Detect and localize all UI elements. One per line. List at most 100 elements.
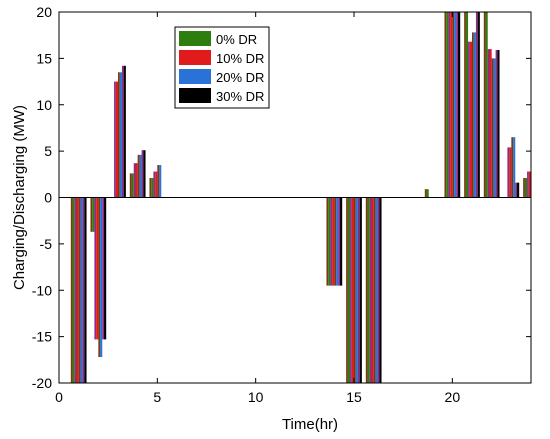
- bar-shadow: [511, 137, 514, 198]
- legend: 0% DR 10% DR 20% DR 30% DR: [174, 26, 270, 109]
- bar: [143, 150, 146, 198]
- bar-shadow: [373, 197, 376, 383]
- legend-swatch: [179, 31, 211, 46]
- bar: [485, 12, 488, 198]
- bar: [371, 197, 374, 383]
- bar: [517, 182, 520, 198]
- y-tick-label: -20: [32, 375, 52, 391]
- bar-shadow: [334, 197, 337, 286]
- bar-shadow: [121, 65, 124, 198]
- bar-shadow: [94, 197, 97, 340]
- y-axis-title: Charging/Discharging (MW): [11, 105, 28, 290]
- bar-shadow: [114, 81, 116, 198]
- bar-shadow: [118, 72, 120, 198]
- y-tick-label: -10: [32, 282, 52, 298]
- bar-shadow: [491, 58, 494, 198]
- bar: [139, 154, 142, 198]
- bar-shadow: [424, 189, 427, 198]
- bar: [473, 32, 476, 198]
- bar: [367, 197, 370, 383]
- y-tick-label: 5: [44, 143, 52, 159]
- bar-shadow: [369, 197, 372, 383]
- bar: [458, 12, 461, 198]
- bar: [465, 12, 469, 198]
- bars-group: [70, 12, 531, 383]
- bar-shadow: [326, 197, 329, 286]
- bar: [351, 197, 354, 383]
- bar: [513, 137, 516, 198]
- bar-shadow: [444, 12, 447, 198]
- bar: [328, 197, 331, 286]
- bar-shadow: [483, 12, 486, 198]
- y-tick-label: 20: [36, 4, 52, 20]
- y-tick-label: 0: [44, 190, 52, 206]
- y-tick-label: -5: [40, 236, 53, 252]
- bar-shadow: [495, 50, 498, 198]
- bar: [347, 197, 351, 383]
- bar-shadow: [357, 197, 360, 383]
- bar-shadow: [70, 197, 73, 383]
- bar: [489, 49, 492, 198]
- bar-shadow: [78, 197, 81, 383]
- bar: [72, 197, 75, 383]
- bar: [454, 12, 457, 198]
- bar-shadow: [475, 12, 478, 198]
- bar: [115, 81, 118, 198]
- bar: [336, 197, 339, 286]
- bar: [76, 197, 79, 383]
- bar: [379, 197, 382, 383]
- legend-label: 30% DR: [216, 89, 264, 104]
- bar-shadow: [129, 173, 132, 198]
- bar-shadow: [338, 197, 341, 286]
- bar-shadow: [487, 49, 490, 198]
- bar-shadow: [448, 12, 451, 198]
- bar-shadow: [527, 171, 529, 198]
- bar: [92, 197, 95, 232]
- bar-shadow: [82, 197, 85, 383]
- bar: [477, 12, 480, 198]
- bar: [159, 165, 162, 198]
- bar-shadow: [346, 197, 348, 383]
- ticks-group: 0 5 10 15 20 -20 -15 -10 -5 0 5 10 15 20: [32, 4, 531, 405]
- bar: [469, 41, 472, 198]
- bar-shadow: [464, 12, 466, 198]
- bar-shadow: [354, 197, 356, 383]
- y-tick-label: 15: [36, 50, 52, 66]
- bar: [355, 197, 358, 383]
- bar: [509, 147, 512, 198]
- x-tick-label: 5: [153, 389, 161, 405]
- bar-shadow: [456, 12, 459, 198]
- bar-shadow: [330, 197, 333, 286]
- bar-shadow: [452, 12, 455, 198]
- x-tick-label: 20: [445, 389, 461, 405]
- bar: [524, 178, 528, 198]
- legend-swatch: [179, 69, 211, 84]
- bar-shadow: [74, 197, 77, 383]
- bar-shadow: [153, 171, 156, 198]
- bar-shadow: [149, 178, 152, 198]
- bar-shadow: [133, 163, 136, 198]
- bar: [497, 50, 500, 198]
- bar: [332, 197, 335, 286]
- bar-shadow: [377, 197, 380, 383]
- bar: [426, 189, 429, 198]
- bar: [493, 58, 496, 198]
- legend-swatch: [179, 50, 211, 65]
- bar-shadow: [90, 197, 93, 232]
- bar: [375, 197, 378, 383]
- bar: [135, 163, 138, 198]
- bar: [446, 12, 449, 198]
- bar-shadow: [157, 165, 160, 198]
- bar: [151, 178, 154, 198]
- bar: [100, 197, 103, 358]
- bar: [359, 197, 362, 383]
- bar: [123, 65, 126, 198]
- legend-label: 20% DR: [216, 70, 264, 85]
- bar: [104, 197, 107, 340]
- legend-swatch: [179, 88, 211, 103]
- legend-label: 10% DR: [216, 51, 264, 66]
- bar: [340, 197, 343, 286]
- bar-shadow: [472, 32, 474, 198]
- bar-shadow: [365, 197, 368, 383]
